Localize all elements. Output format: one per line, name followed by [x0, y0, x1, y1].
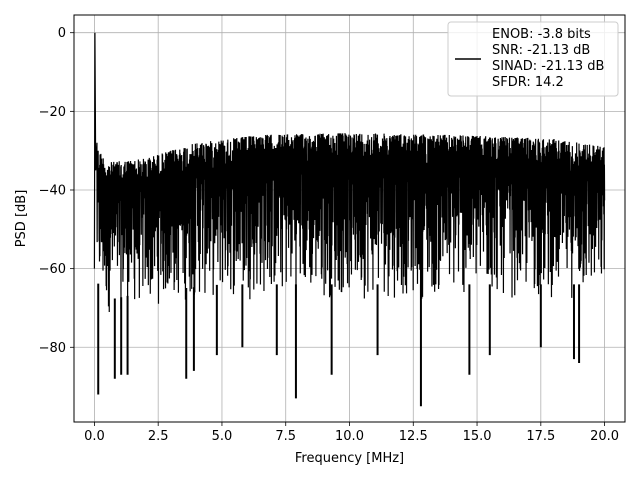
- legend-line-sfdr: SFDR: 14.2: [492, 75, 564, 90]
- plot-area: [93, 32, 606, 407]
- psd-series-line: [93, 32, 606, 313]
- y-axis-ticks: 0 −20 −40 −60 −80: [39, 26, 74, 356]
- x-tick-label: 2.5: [148, 429, 169, 444]
- y-tick-label: −40: [39, 183, 66, 198]
- x-tick-label: 17.5: [526, 429, 555, 444]
- x-tick-label: 5.0: [212, 429, 233, 444]
- x-tick-label: 0.0: [84, 429, 105, 444]
- legend-box: [447, 21, 619, 97]
- y-tick-label: −80: [39, 341, 66, 356]
- x-tick-label: 7.5: [275, 429, 296, 444]
- x-tick-label: 20.0: [590, 429, 619, 444]
- x-tick-label: 15.0: [463, 429, 492, 444]
- legend-line-snr: SNR: -21.13 dB: [492, 43, 590, 58]
- x-axis-ticks: 0.0 2.5 5.0 7.5 10.0 12.5 15.0 17.5 20.0: [84, 422, 619, 444]
- x-tick-label: 12.5: [399, 429, 428, 444]
- legend-line-sinad: SINAD: -21.13 dB: [492, 59, 604, 74]
- y-axis-label: PSD [dB]: [14, 190, 29, 248]
- y-tick-label: 0: [58, 26, 66, 41]
- legend: ENOB: -3.8 bits SNR: -21.13 dB SINAD: -2…: [447, 21, 619, 97]
- y-tick-label: −20: [39, 105, 66, 120]
- x-axis-label: Frequency [MHz]: [295, 451, 404, 466]
- x-tick-label: 10.0: [335, 429, 364, 444]
- legend-line-enob: ENOB: -3.8 bits: [492, 27, 591, 42]
- y-tick-label: −60: [39, 262, 66, 277]
